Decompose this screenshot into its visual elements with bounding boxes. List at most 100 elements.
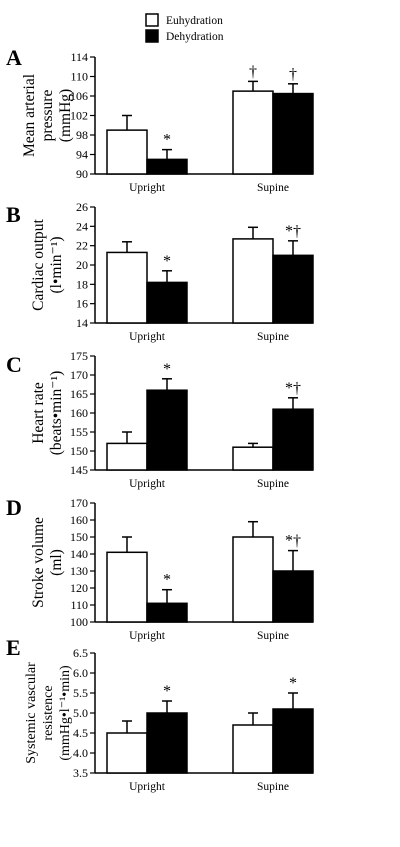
legend-swatch-euhydration (145, 13, 159, 27)
x-category-label: Upright (129, 182, 166, 194)
panel-letter: B (6, 202, 21, 227)
y-tick-label: 150 (70, 530, 88, 544)
y-tick-label: 22 (76, 239, 88, 253)
y-tick-label: 160 (70, 513, 88, 527)
x-category-label: Upright (129, 331, 166, 343)
x-category-label: Supine (257, 182, 289, 194)
significance-mark: * (163, 253, 171, 270)
legend-label-dehydration: Dehydration (166, 31, 224, 43)
y-tick-label: 160 (70, 406, 88, 420)
y-axis-label-line: Cardiac output (30, 218, 47, 310)
significance-mark: † (249, 63, 257, 80)
y-tick-label: 26 (76, 200, 88, 214)
y-axis-label-line: Stroke volume (30, 517, 47, 608)
significance-mark: † (289, 66, 297, 83)
bar-euhydration-supine (232, 536, 274, 623)
y-tick-label: 3.5 (73, 766, 88, 780)
panel-letter: E (6, 635, 21, 660)
y-tick-label: 24 (76, 219, 88, 233)
y-tick-label: 130 (70, 564, 88, 578)
y-axis-label-line: Systemic vascular (24, 662, 39, 764)
bar-euhydration-upright (106, 551, 148, 623)
y-tick-label: 120 (70, 581, 88, 595)
bar-dehydration-upright (146, 281, 188, 324)
significance-mark: * (163, 572, 171, 589)
bar-euhydration-supine (232, 238, 274, 324)
bar-dehydration-supine (272, 708, 314, 774)
y-axis-label-line: (mmHg•l⁻¹•min) (58, 665, 73, 761)
bar-euhydration-supine (232, 724, 274, 774)
panel-b: B Cardiac output(l•min⁻¹) 14 16 18 20 22 24 26 * *… (6, 200, 314, 343)
y-axis-label: Stroke volume(ml) (30, 517, 65, 608)
bar-dehydration-upright (146, 602, 188, 623)
bar-dehydration-supine (272, 408, 314, 471)
y-tick-label: 5.5 (73, 686, 88, 700)
bar-euhydration-upright (106, 129, 148, 175)
bar-euhydration-upright (106, 732, 148, 774)
y-tick-label: 145 (70, 463, 88, 477)
panel-letter: C (6, 352, 22, 377)
y-tick-label: 110 (70, 598, 88, 612)
significance-mark: *† (285, 223, 301, 240)
y-axis-label-line: (ml) (48, 549, 65, 576)
panel-letter: A (6, 45, 22, 70)
y-tick-label: 98 (76, 128, 88, 142)
y-tick-label: 165 (70, 387, 88, 401)
y-tick-label: 170 (70, 368, 88, 382)
significance-mark: *† (285, 533, 301, 550)
y-tick-label: 100 (70, 615, 88, 629)
significance-mark: * (163, 683, 171, 700)
x-category-label: Supine (257, 331, 289, 343)
bar-dehydration-upright (146, 158, 188, 175)
y-tick-label: 16 (76, 297, 88, 311)
y-tick-label: 175 (70, 349, 88, 363)
x-category-label: Supine (257, 630, 289, 642)
x-category-label: Supine (257, 781, 289, 793)
x-category-label: Upright (129, 478, 166, 490)
x-category-label: Supine (257, 478, 289, 490)
y-axis-label-line: Mean arterial (21, 74, 38, 157)
y-tick-label: 14 (76, 316, 88, 330)
y-axis-label-line: pressure (39, 90, 56, 142)
y-tick-label: 114 (70, 50, 88, 64)
y-tick-label: 94 (76, 148, 88, 162)
y-axis-label-line: (l•min⁻¹) (48, 237, 65, 294)
legend-label-euhydration: Euhydration (166, 15, 223, 27)
y-tick-label: 155 (70, 425, 88, 439)
bar-euhydration-upright (106, 251, 148, 324)
y-tick-label: 6.0 (73, 666, 88, 680)
bar-dehydration-supine (272, 92, 314, 175)
y-tick-label: 102 (70, 109, 88, 123)
bar-dehydration-supine (272, 254, 314, 324)
y-axis-label: Heart rate(beats•min⁻¹) (30, 371, 65, 456)
bar-euhydration-supine (232, 90, 274, 175)
y-axis-label-line: resistence (41, 685, 56, 740)
legend: Euhydration Dehydration (145, 13, 224, 43)
legend-swatch-dehydration (145, 29, 159, 43)
x-category-label: Upright (129, 781, 166, 793)
y-axis-label-line: (beats•min⁻¹) (48, 371, 65, 456)
panel-letter: D (6, 495, 22, 520)
y-tick-label: 6.5 (73, 646, 88, 660)
y-axis-label: Cardiac output(l•min⁻¹) (30, 218, 65, 310)
y-tick-label: 4.5 (73, 726, 88, 740)
bar-dehydration-upright (146, 389, 188, 471)
y-tick-label: 106 (70, 89, 88, 103)
y-tick-label: 4.0 (73, 746, 88, 760)
y-axis-label-line: Heart rate (30, 382, 47, 444)
bar-euhydration-supine (232, 446, 274, 471)
bar-dehydration-upright (146, 712, 188, 774)
y-tick-label: 18 (76, 277, 88, 291)
bar-euhydration-upright (106, 442, 148, 471)
y-axis-label: Systemic vascular resistence (mmHg•l⁻¹•min… (24, 662, 73, 764)
y-tick-label: 110 (70, 70, 88, 84)
y-tick-label: 5.0 (73, 706, 88, 720)
bar-dehydration-supine (272, 570, 314, 623)
y-tick-label: 150 (70, 444, 88, 458)
x-category-label: Upright (129, 630, 166, 642)
y-tick-label: 90 (76, 167, 88, 181)
panel-c: C Heart rate(beats•min⁻¹) 145 150 155 160 165 1… (6, 349, 314, 490)
